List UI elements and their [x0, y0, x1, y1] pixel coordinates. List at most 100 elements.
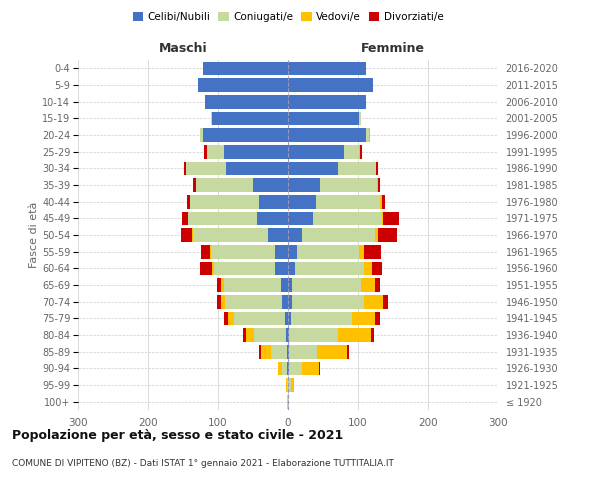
Bar	[190, 195, 259, 208]
Bar	[200, 262, 212, 275]
Bar	[375, 278, 380, 292]
Bar	[193, 178, 196, 192]
Bar	[271, 345, 287, 358]
Bar	[186, 162, 226, 175]
Bar	[254, 328, 286, 342]
Bar	[242, 328, 246, 342]
Bar	[211, 112, 212, 125]
Bar	[295, 262, 364, 275]
Bar	[288, 278, 292, 292]
Bar	[288, 378, 291, 392]
Bar	[281, 278, 288, 292]
Bar	[199, 78, 288, 92]
Bar	[316, 195, 380, 208]
Bar	[268, 228, 288, 242]
Bar	[372, 262, 382, 275]
Bar	[184, 162, 186, 175]
Bar	[234, 312, 284, 325]
Bar	[192, 228, 193, 242]
Bar	[217, 295, 221, 308]
Bar	[187, 195, 190, 208]
Bar	[228, 312, 234, 325]
Bar	[203, 128, 288, 142]
Bar	[221, 295, 225, 308]
Bar	[352, 312, 375, 325]
Bar	[275, 262, 288, 275]
Bar	[288, 228, 302, 242]
Bar	[282, 362, 287, 375]
Bar	[369, 128, 370, 142]
Bar	[287, 345, 288, 358]
Bar	[259, 195, 288, 208]
Bar	[291, 312, 352, 325]
Bar	[288, 328, 289, 342]
Bar	[371, 328, 374, 342]
Legend: Celibi/Nubili, Coniugati/e, Vedovi/e, Divorziati/e: Celibi/Nubili, Coniugati/e, Vedovi/e, Di…	[128, 8, 448, 26]
Bar	[383, 295, 388, 308]
Bar	[347, 345, 349, 358]
Bar	[359, 245, 364, 258]
Bar	[214, 262, 275, 275]
Bar	[181, 228, 192, 242]
Bar	[288, 78, 373, 92]
Bar	[286, 378, 287, 392]
Bar	[317, 345, 347, 358]
Bar	[288, 295, 292, 308]
Bar	[288, 195, 316, 208]
Bar	[224, 278, 281, 292]
Bar	[288, 145, 344, 158]
Bar	[360, 145, 361, 158]
Bar	[257, 212, 288, 225]
Bar	[259, 345, 260, 358]
Bar	[338, 162, 376, 175]
Bar	[225, 295, 283, 308]
Bar	[289, 345, 317, 358]
Bar	[289, 362, 302, 375]
Bar	[288, 162, 338, 175]
Bar	[277, 362, 282, 375]
Bar	[288, 128, 367, 142]
Bar	[288, 312, 291, 325]
Bar	[319, 362, 320, 375]
Text: COMUNE DI VIPITENO (BZ) - Dati ISTAT 1° gennaio 2021 - Elaborazione TUTTITALIA.I: COMUNE DI VIPITENO (BZ) - Dati ISTAT 1° …	[12, 458, 394, 468]
Bar	[288, 395, 289, 408]
Bar	[292, 278, 361, 292]
Bar	[182, 212, 188, 225]
Bar	[344, 145, 359, 158]
Bar	[221, 278, 224, 292]
Text: Maschi: Maschi	[158, 42, 208, 55]
Bar	[217, 278, 221, 292]
Bar	[288, 345, 289, 358]
Bar	[283, 295, 288, 308]
Y-axis label: Fasce di età: Fasce di età	[29, 202, 39, 268]
Bar	[359, 145, 360, 158]
Bar	[188, 212, 257, 225]
Bar	[287, 395, 288, 408]
Bar	[359, 112, 361, 125]
Bar	[302, 362, 319, 375]
Bar	[212, 262, 214, 275]
Bar	[367, 128, 369, 142]
Bar	[200, 245, 210, 258]
Bar	[284, 312, 288, 325]
Bar	[291, 378, 293, 392]
Bar	[224, 312, 228, 325]
Bar	[292, 295, 364, 308]
Bar	[226, 162, 288, 175]
Bar	[288, 62, 367, 75]
Bar	[380, 195, 382, 208]
Bar	[288, 262, 295, 275]
Bar	[288, 95, 367, 108]
Bar	[212, 112, 288, 125]
Bar	[338, 328, 371, 342]
Bar	[205, 95, 288, 108]
Bar	[288, 245, 297, 258]
Bar	[196, 178, 253, 192]
Bar	[246, 328, 254, 342]
Bar	[302, 228, 375, 242]
Text: Femmine: Femmine	[361, 42, 425, 55]
Bar	[253, 178, 288, 192]
Bar	[320, 178, 377, 192]
Bar	[289, 328, 338, 342]
Bar	[211, 245, 275, 258]
